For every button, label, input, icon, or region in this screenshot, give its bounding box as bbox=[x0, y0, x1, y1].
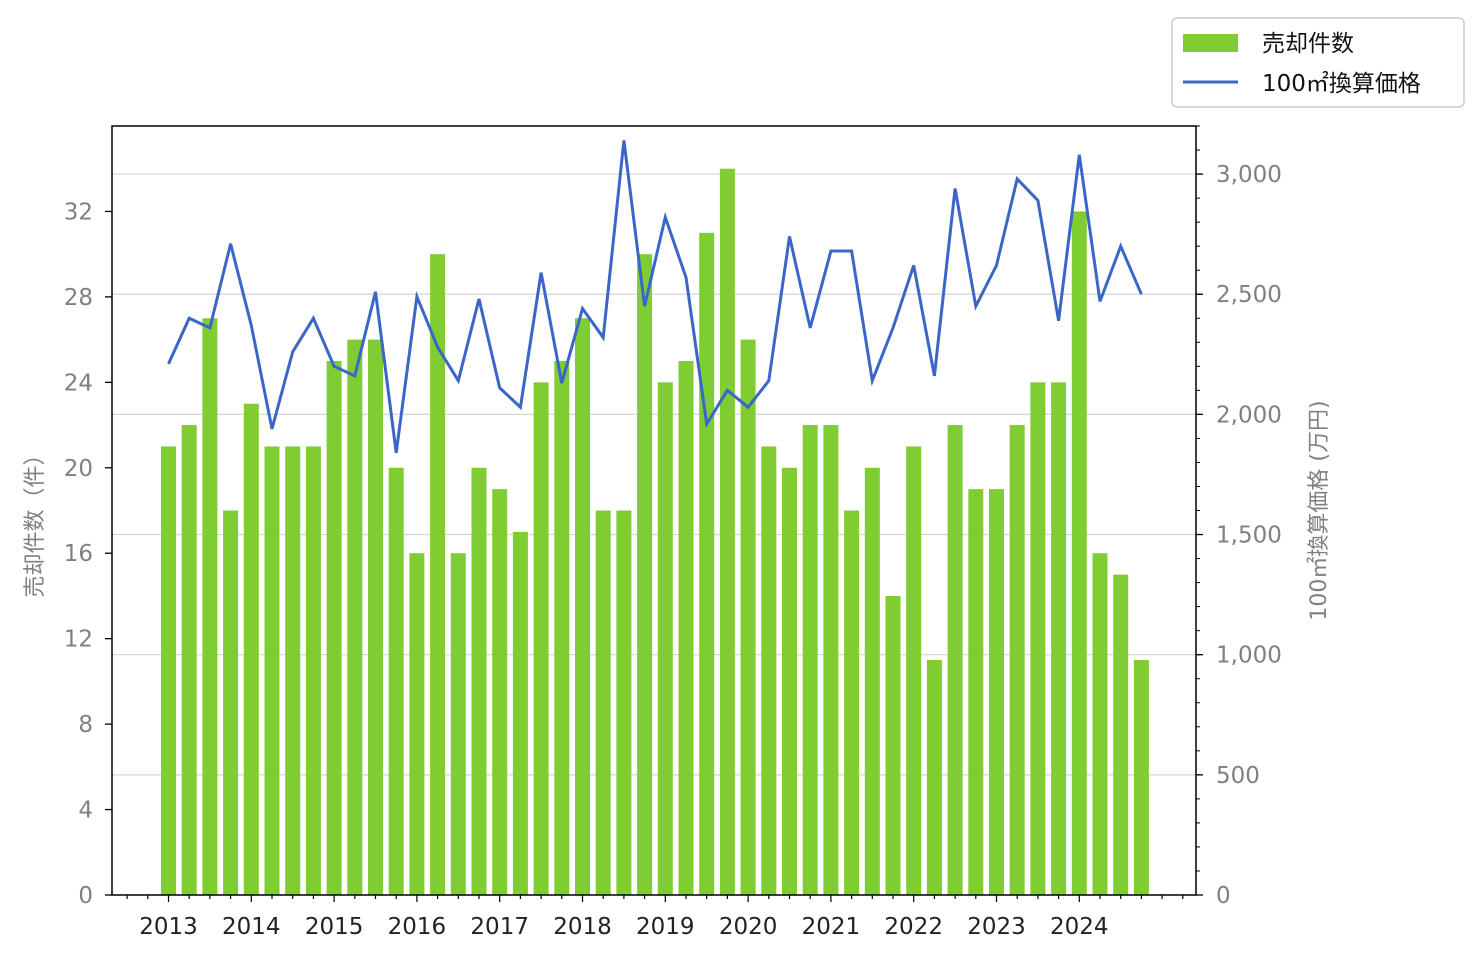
left-tick-label: 32 bbox=[64, 199, 93, 225]
bar bbox=[719, 168, 735, 895]
x-tick-label: 2021 bbox=[802, 914, 861, 940]
bar bbox=[989, 489, 1004, 895]
left-tick-label: 12 bbox=[64, 627, 93, 653]
x-tick-label: 2023 bbox=[967, 914, 1026, 940]
x-tick-label: 2015 bbox=[305, 914, 364, 940]
bar bbox=[844, 510, 860, 895]
bar bbox=[1009, 425, 1025, 895]
bar bbox=[471, 467, 487, 895]
bar bbox=[616, 510, 632, 895]
bar bbox=[1051, 382, 1067, 895]
bar bbox=[368, 339, 383, 896]
bar bbox=[1071, 211, 1087, 895]
bar bbox=[181, 425, 197, 895]
bar bbox=[864, 467, 880, 895]
bar bbox=[512, 531, 528, 895]
right-axis: 0 500 1,000 1,500 2,000 2,500 3,000 bbox=[1196, 125, 1282, 909]
bar bbox=[533, 382, 549, 895]
bar bbox=[595, 510, 611, 895]
right-tick-label: 2,500 bbox=[1216, 282, 1282, 308]
bar bbox=[347, 339, 363, 896]
bar bbox=[1092, 553, 1108, 895]
bar bbox=[450, 553, 466, 895]
bar bbox=[740, 339, 756, 896]
bar bbox=[802, 425, 818, 895]
bar bbox=[637, 254, 653, 895]
bar bbox=[554, 360, 570, 895]
legend-label-price: 100㎡換算価格 bbox=[1262, 71, 1421, 97]
legend-label-sales-count: 売却件数 bbox=[1262, 31, 1354, 57]
right-tick-label: 0 bbox=[1216, 883, 1231, 909]
x-tick-label: 2017 bbox=[470, 914, 529, 940]
bar bbox=[947, 425, 963, 895]
bar bbox=[202, 318, 218, 895]
left-tick-label: 28 bbox=[64, 285, 93, 311]
bar bbox=[761, 446, 777, 895]
left-tick-label: 24 bbox=[64, 370, 93, 396]
bar bbox=[1133, 660, 1149, 895]
right-tick-label: 3,000 bbox=[1216, 162, 1282, 188]
bar bbox=[1030, 382, 1046, 895]
bar bbox=[575, 318, 590, 895]
x-tick-label: 2018 bbox=[553, 914, 612, 940]
bar bbox=[409, 553, 425, 895]
bar bbox=[264, 446, 280, 895]
legend: 売却件数 100㎡換算価格 bbox=[1171, 17, 1465, 108]
price-line bbox=[167, 140, 1143, 453]
left-tick-label: 16 bbox=[64, 541, 93, 567]
left-axis-title: 売却件数（件） bbox=[23, 443, 48, 597]
bar bbox=[305, 446, 321, 895]
x-tick-label: 2024 bbox=[1050, 914, 1109, 940]
line-series-price bbox=[167, 140, 1143, 453]
x-axis: 2013 2014 2015 2016 2017 2018 2019 2020 2021 2022… bbox=[126, 895, 1184, 940]
right-tick-label: 1,000 bbox=[1216, 643, 1282, 669]
bar bbox=[430, 254, 446, 895]
x-tick-label: 2016 bbox=[388, 914, 447, 940]
bar bbox=[699, 232, 715, 896]
right-axis-title: 100㎡換算価格 (万円) bbox=[1306, 400, 1332, 620]
bar bbox=[1113, 574, 1129, 895]
bar bbox=[657, 382, 673, 895]
bar bbox=[243, 403, 259, 895]
left-tick-label: 4 bbox=[78, 798, 93, 824]
right-tick-label: 500 bbox=[1216, 763, 1260, 789]
bar bbox=[926, 660, 942, 895]
bar-series-sales-count bbox=[161, 168, 1149, 896]
bar bbox=[968, 489, 984, 895]
x-tick-label: 2013 bbox=[139, 914, 198, 940]
bar bbox=[285, 446, 301, 895]
bar bbox=[326, 360, 342, 895]
right-tick-label: 2,000 bbox=[1216, 402, 1282, 428]
bar bbox=[388, 467, 404, 895]
legend-swatch-sales-count bbox=[1183, 34, 1238, 52]
bar bbox=[782, 467, 797, 895]
x-tick-label: 2022 bbox=[884, 914, 943, 940]
bar bbox=[223, 510, 239, 895]
left-tick-label: 20 bbox=[64, 456, 93, 482]
bar bbox=[161, 446, 176, 895]
x-tick-label: 2014 bbox=[222, 914, 281, 940]
left-axis: 0 4 8 12 16 20 24 28 32 bbox=[64, 199, 112, 909]
bar bbox=[885, 595, 901, 895]
bar bbox=[678, 360, 694, 895]
right-tick-label: 1,500 bbox=[1216, 523, 1282, 549]
left-tick-label: 8 bbox=[78, 712, 93, 738]
left-tick-label: 0 bbox=[78, 883, 93, 909]
bar bbox=[906, 446, 922, 895]
bar bbox=[492, 489, 508, 895]
legend-box bbox=[1171, 17, 1465, 108]
x-tick-label: 2019 bbox=[636, 914, 695, 940]
bar bbox=[823, 425, 839, 895]
x-tick-label: 2020 bbox=[719, 914, 778, 940]
